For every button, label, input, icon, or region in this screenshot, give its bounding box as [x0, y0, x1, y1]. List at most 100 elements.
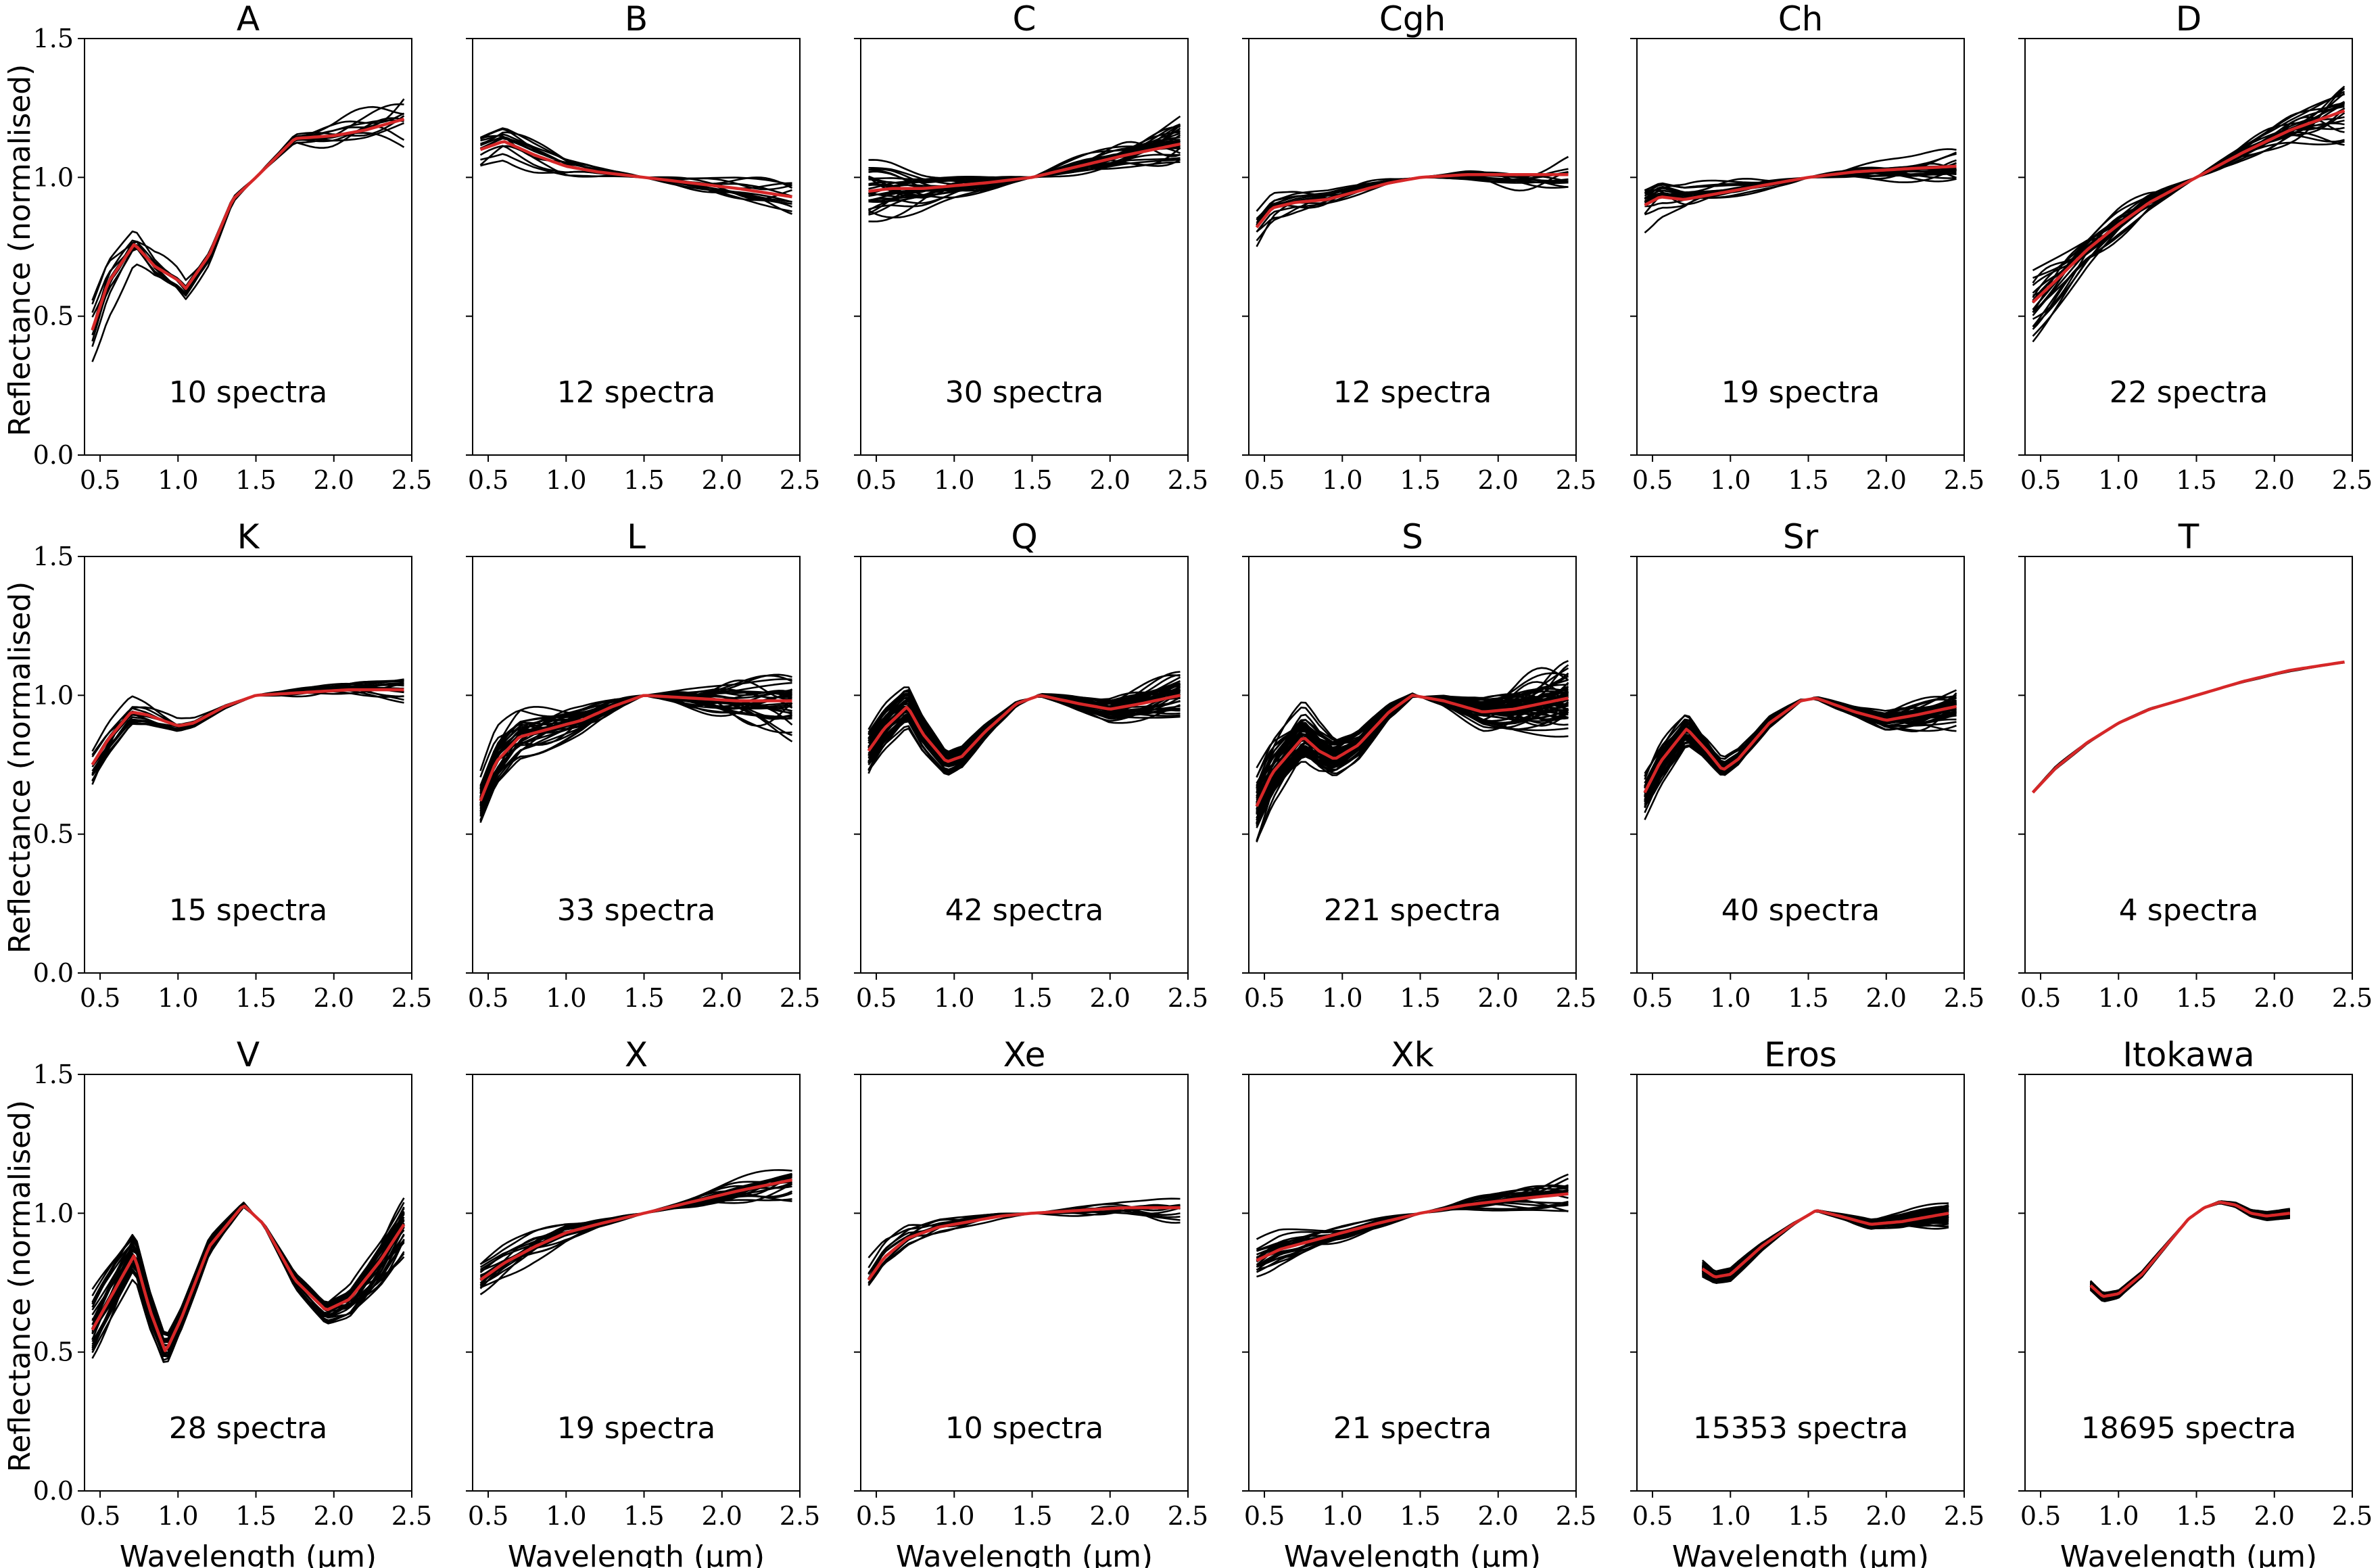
x-tick-label: 1.5 [1400, 1501, 1440, 1531]
spectrum-line [480, 136, 792, 203]
individual-spectra [1256, 660, 1569, 842]
panel-title: V [237, 1035, 260, 1074]
panel-l: 0.5 1.0 1.5 2.0 2.5 L 33 spectra [466, 517, 820, 1013]
spectrum-line [91, 132, 405, 305]
x-tick-label: 0.5 [468, 1501, 508, 1531]
x-tick-label: 1.5 [623, 1501, 664, 1531]
x-axis-label: Wavelength (µm) [2060, 1540, 2317, 1568]
panel-title: X [625, 1035, 648, 1074]
y-tick-label: 1.5 [33, 24, 74, 53]
spectrum-line [480, 153, 792, 187]
spectrum-line [2032, 661, 2345, 793]
plot-frame [472, 1074, 801, 1492]
spectrum-line [91, 680, 404, 776]
mean-spectrum-line [91, 688, 404, 766]
x-tick-label: 0.5 [80, 983, 120, 1013]
x-tick-label: 1.0 [2098, 1501, 2139, 1531]
x-tick-label: 2.0 [1478, 1501, 1519, 1531]
spectrum-line [91, 125, 405, 318]
x-tick-label: 2.0 [2254, 465, 2295, 495]
x-tick-label: 1.5 [623, 983, 664, 1013]
x-tick-label: 2.5 [1168, 1501, 1208, 1531]
x-tick-label: 1.0 [158, 1501, 198, 1531]
x-tick-label: 0.5 [2020, 983, 2061, 1013]
plot-frame [1248, 1074, 1577, 1492]
x-tick-label: 2.0 [1478, 983, 1519, 1013]
figure-ylabel-row-3: Reflectance (normalised) [3, 1100, 37, 1473]
plot-frame [472, 556, 801, 974]
plot-frame [1636, 556, 1965, 974]
spectrum-line [1256, 1198, 1569, 1240]
x-tick-label: 0.5 [1244, 983, 1285, 1013]
spectrum-line [479, 1178, 792, 1273]
y-tick-label: 1.5 [33, 542, 74, 571]
individual-spectra [867, 115, 1181, 222]
y-tick-label: 0.5 [33, 819, 74, 849]
y-tick-label: 1.0 [33, 680, 74, 710]
x-tick-label: 2.0 [1866, 983, 1907, 1013]
mean-spectrum-line [91, 1204, 406, 1352]
spectrum-line [867, 126, 1181, 214]
panel-xe: 0.5 1.0 1.5 2.0 2.5 Xe 10 spectra Wavelength (µ… [854, 1035, 1208, 1568]
panel-title: Sr [1783, 517, 1819, 556]
figure-ylabel-row-1: Reflectance (normalised) [3, 64, 37, 437]
plot-frame [1248, 38, 1577, 456]
spectra-count-label: 28 spectra [169, 1411, 327, 1446]
panel-title: Q [1011, 517, 1037, 556]
x-tick-label: 2.0 [1090, 1501, 1130, 1531]
x-axis-label: Wavelength (µm) [120, 1540, 377, 1568]
panel-cgh: 0.5 1.0 1.5 2.0 2.5 Cgh 12 spectra [1242, 0, 1596, 495]
panel-title: K [237, 517, 260, 556]
individual-spectra [479, 127, 793, 215]
spectra-count-label: 22 spectra [2110, 375, 2268, 410]
x-tick-label: 0.5 [468, 465, 508, 495]
x-tick-label: 2.0 [2254, 1501, 2295, 1531]
mean-spectrum-line [479, 140, 792, 199]
x-tick-label: 2.5 [1556, 465, 1596, 495]
x-tick-label: 2.0 [702, 1501, 742, 1531]
x-tick-label: 1.5 [1012, 983, 1052, 1013]
x-tick-label: 1.0 [934, 983, 974, 1013]
spectra-count-label: 12 spectra [1333, 375, 1492, 410]
spectra-count-label: 15353 spectra [1693, 1411, 1908, 1446]
x-tick-label: 1.5 [2176, 983, 2216, 1013]
plot-frame [1636, 38, 1965, 456]
individual-spectra [91, 98, 405, 362]
panel-title: L [627, 517, 646, 556]
x-tick-label: 1.5 [1788, 1501, 1828, 1531]
x-tick-label: 2.5 [391, 465, 432, 495]
spectra-count-label: 10 spectra [945, 1411, 1103, 1446]
spectrum-line [867, 1204, 1181, 1286]
individual-spectra [1644, 148, 1957, 234]
x-tick-label: 2.5 [2332, 465, 2373, 495]
panel-eros: 0.5 1.0 1.5 2.0 2.5 Eros 15353 spectra Waveleng… [1630, 1035, 1984, 1568]
spectrum-line [91, 689, 404, 765]
panel-grid: 0.5 1.0 1.5 2.0 2.50.00.51.01.5 A10 spectra0.… [33, 0, 2373, 1568]
individual-spectra [2032, 85, 2346, 343]
x-tick-label: 2.5 [1168, 465, 1208, 495]
plot-frame [84, 38, 412, 456]
individual-spectra [1701, 1202, 1949, 1284]
individual-spectra [1644, 689, 1957, 820]
x-tick-label: 2.5 [1944, 983, 1984, 1013]
panel-xk: 0.5 1.0 1.5 2.0 2.5 Xk 21 spectra Wavelength (µ… [1242, 1035, 1596, 1568]
x-axis-label: Wavelength (µm) [508, 1540, 765, 1568]
panel-s: 0.5 1.0 1.5 2.0 2.5 S 221 spectra [1242, 517, 1596, 1013]
x-tick-label: 0.5 [856, 983, 897, 1013]
x-tick-label: 1.0 [1710, 983, 1751, 1013]
spectra-count-label: 30 spectra [945, 375, 1103, 410]
spectrum-line [91, 678, 404, 785]
x-tick-label: 2.5 [1168, 983, 1208, 1013]
plot-frame [2024, 38, 2353, 456]
x-tick-label: 1.0 [2098, 465, 2139, 495]
panel-ch: 0.5 1.0 1.5 2.0 2.5 Ch 19 spectra [1630, 0, 1984, 495]
figure-ylabel-row-2: Reflectance (normalised) [3, 581, 37, 954]
x-tick-label: 1.0 [1710, 1501, 1751, 1531]
x-tick-label: 1.0 [934, 465, 974, 495]
panel-q: 0.5 1.0 1.5 2.0 2.5 Q 42 spectra [854, 517, 1208, 1013]
x-tick-label: 1.5 [1788, 465, 1828, 495]
panel-sr: 0.5 1.0 1.5 2.0 2.5 Sr 40 spectra [1630, 517, 1984, 1013]
mean-spectrum-line [1643, 696, 1957, 794]
y-tick-label: 0.0 [33, 440, 74, 470]
